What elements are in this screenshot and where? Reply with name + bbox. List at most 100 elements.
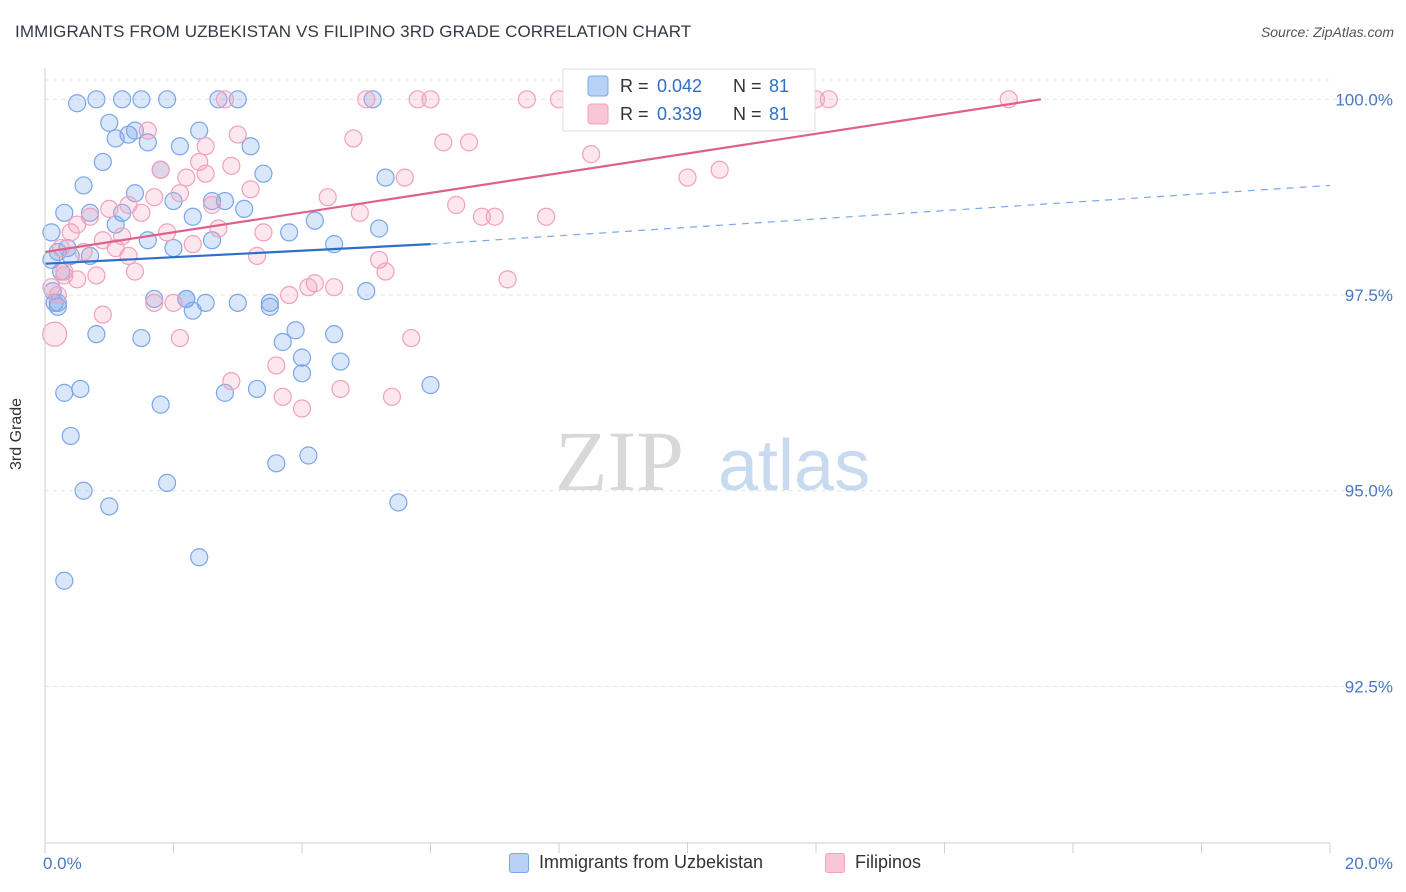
legend-r-label-0: R = [620,76,649,96]
point-filipinos-46 [434,133,453,152]
point-filipinos-10 [100,199,119,219]
point-uzbekistan-61 [100,497,119,516]
y-tick-label-3: 100.0% [1335,90,1393,109]
point-uzbekistan-16 [93,152,112,172]
point-filipinos-37 [318,188,337,207]
point-uzbekistan-52 [363,90,382,109]
point-filipinos-38 [331,379,350,399]
point-filipinos-33 [267,356,286,375]
point-uzbekistan-71 [228,90,247,109]
point-uzbekistan-55 [389,493,408,512]
legend-label-uzbekistan: Immigrants from Uzbekistan [539,852,764,872]
point-uzbekistan-17 [100,113,119,132]
legend-top-swatch-0 [587,75,609,97]
point-uzbekistan-46 [292,364,312,383]
point-filipinos-52 [517,90,536,109]
trend-lines [44,98,1331,265]
chart-title: IMMIGRANTS FROM UZBEKISTAN VS FILIPINO 3… [15,22,692,41]
point-filipinos-42 [382,387,402,406]
point-filipinos-45 [421,90,440,109]
watermark-zip: ZIP [555,413,684,509]
legend-r-value-1: 0.339 [657,104,702,124]
point-uzbekistan-2 [42,223,61,242]
point-uzbekistan-10 [55,383,74,402]
point-uzbekistan-53 [370,219,389,238]
point-uzbekistan-32 [196,293,215,312]
point-filipinos-26 [202,195,222,215]
point-uzbekistan-41 [260,297,279,316]
point-filipinos-68 [145,293,164,312]
point-filipinos-78 [402,328,421,348]
legend-item-uzbekistan[interactable]: Immigrants from Uzbekistan [509,852,763,873]
point-uzbekistan-40 [254,164,273,183]
point-uzbekistan-39 [247,379,267,399]
point-uzbekistan-6 [55,203,74,222]
point-uzbekistan-45 [286,321,305,340]
point-uzbekistan-63 [125,121,145,140]
point-filipinos-58 [678,168,697,187]
point-filipinos-2 [48,285,67,305]
point-uzbekistan-36 [228,293,247,312]
point-filipinos-20 [164,293,183,312]
legend-item-filipinos[interactable]: Filipinos [825,852,921,873]
legend-n-label-1: N = [733,104,762,124]
point-filipinos-76 [350,203,369,222]
point-uzbekistan-79 [157,90,177,109]
point-filipinos-23 [183,235,202,254]
point-uzbekistan-47 [299,446,318,465]
point-filipinos-18 [151,160,170,179]
point-filipinos-43 [395,168,414,187]
point-filipinos-17 [145,188,164,207]
point-uzbekistan-35 [215,383,234,402]
watermark: ZIP atlas [555,413,870,509]
series-filipinos-points [42,90,1018,418]
point-filipinos-72 [247,246,267,265]
point-filipinos-39 [344,129,363,148]
point-filipinos-31 [241,180,260,199]
point-filipinos-59 [710,160,729,179]
point-filipinos-32 [254,223,273,242]
point-filipinos-15 [132,203,151,222]
legend-bottom: Immigrants from Uzbekistan Filipinos [0,852,1406,878]
point-uzbekistan-75 [55,571,74,590]
point-uzbekistan-11 [68,94,87,113]
legend-top-swatch-1 [587,103,609,125]
point-uzbekistan-43 [273,332,292,352]
point-uzbekistan-66 [164,238,183,258]
point-uzbekistan-31 [190,548,209,567]
y-tick-label-1: 95.0% [1345,482,1393,501]
point-uzbekistan-12 [74,176,93,195]
point-uzbekistan-28 [170,137,190,156]
point-uzbekistan-14 [80,203,100,222]
point-uzbekistan-34 [209,90,228,109]
point-filipinos-34 [280,285,299,305]
point-filipinos-50 [485,207,504,226]
point-filipinos-12 [112,227,132,246]
point-filipinos-67 [119,246,138,265]
series-uzbekistan-points [42,90,440,590]
point-uzbekistan-59 [74,481,93,500]
point-filipinos-48 [459,133,479,152]
point-filipinos-25 [196,137,215,156]
point-uzbekistan-26 [157,473,177,492]
point-filipinos-40 [357,90,376,109]
point-filipinos-29 [222,156,241,175]
point-uzbekistan-60 [87,325,106,344]
point-filipinos-70 [196,164,215,183]
point-uzbekistan-33 [202,191,222,211]
point-uzbekistan-72 [260,293,279,312]
point-filipinos-73 [273,387,292,406]
point-uzbekistan-48 [305,211,324,230]
legend-swatch-uzbekistan [509,852,529,873]
point-filipinos-44 [408,90,427,109]
point-filipinos-65 [68,215,87,234]
point-filipinos-30 [228,125,247,144]
trend-line-uzbekistan [44,243,431,265]
point-filipinos-55 [582,145,601,164]
x-tick-label-start: 0.0% [43,854,82,873]
source-note: Source: ZipAtlas.com [1260,24,1394,40]
point-filipinos-74 [299,278,318,297]
point-uzbekistan-69 [202,231,222,250]
point-uzbekistan-19 [112,90,132,109]
